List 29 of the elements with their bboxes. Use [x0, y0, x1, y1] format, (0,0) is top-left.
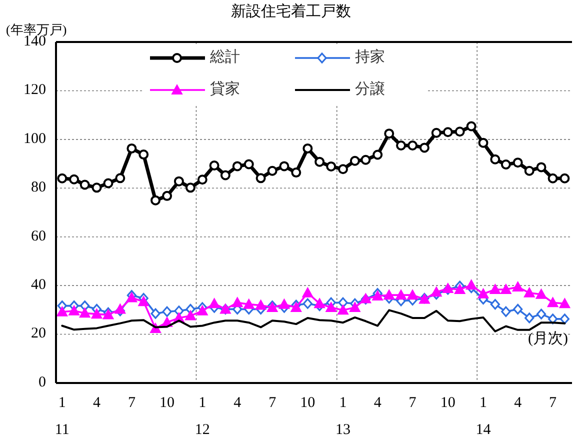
legend-label: 持家 [355, 48, 385, 66]
y-tick-label: 100 [24, 130, 46, 147]
x-tick-label: 4 [234, 395, 242, 411]
x-tick-label: 1 13 [336, 395, 351, 438]
x-tick-label: 4 [374, 395, 382, 411]
legend-label: 貸家 [210, 80, 240, 98]
x-tick-label: 1 11 [54, 395, 70, 438]
chart-title: 新設住宅着工戸数 [231, 3, 351, 20]
y-tick-label: 80 [31, 180, 46, 196]
x-tick-label: 4 [92, 395, 101, 411]
y-tick-label: 20 [31, 326, 46, 342]
y-tick-label: 40 [31, 277, 46, 294]
y-axis-title: (年率万戸) [6, 22, 67, 37]
x-tick-label: 1 14 [476, 395, 492, 438]
y-tick-label: 60 [31, 228, 46, 244]
x-tick-label: 4 [514, 395, 522, 411]
x-tick-label: 1 12 [194, 395, 210, 438]
x-tick-label: 10 [160, 395, 175, 411]
y-tick-label: 0 [38, 374, 46, 390]
y-tick-label: 120 [24, 82, 46, 98]
x-tick-label: 10 [300, 395, 316, 411]
x-tick-label: 10 [440, 395, 456, 411]
x-tick-label: 7 [128, 395, 136, 411]
x-tick-label: 7 [408, 395, 417, 411]
legend-label: 総計 [209, 48, 240, 66]
x-tick-label: 7 [549, 395, 558, 411]
annotation: (月次) [528, 331, 568, 347]
legend-label: 分譲 [355, 80, 385, 98]
x-tick-label: 7 [268, 395, 277, 411]
